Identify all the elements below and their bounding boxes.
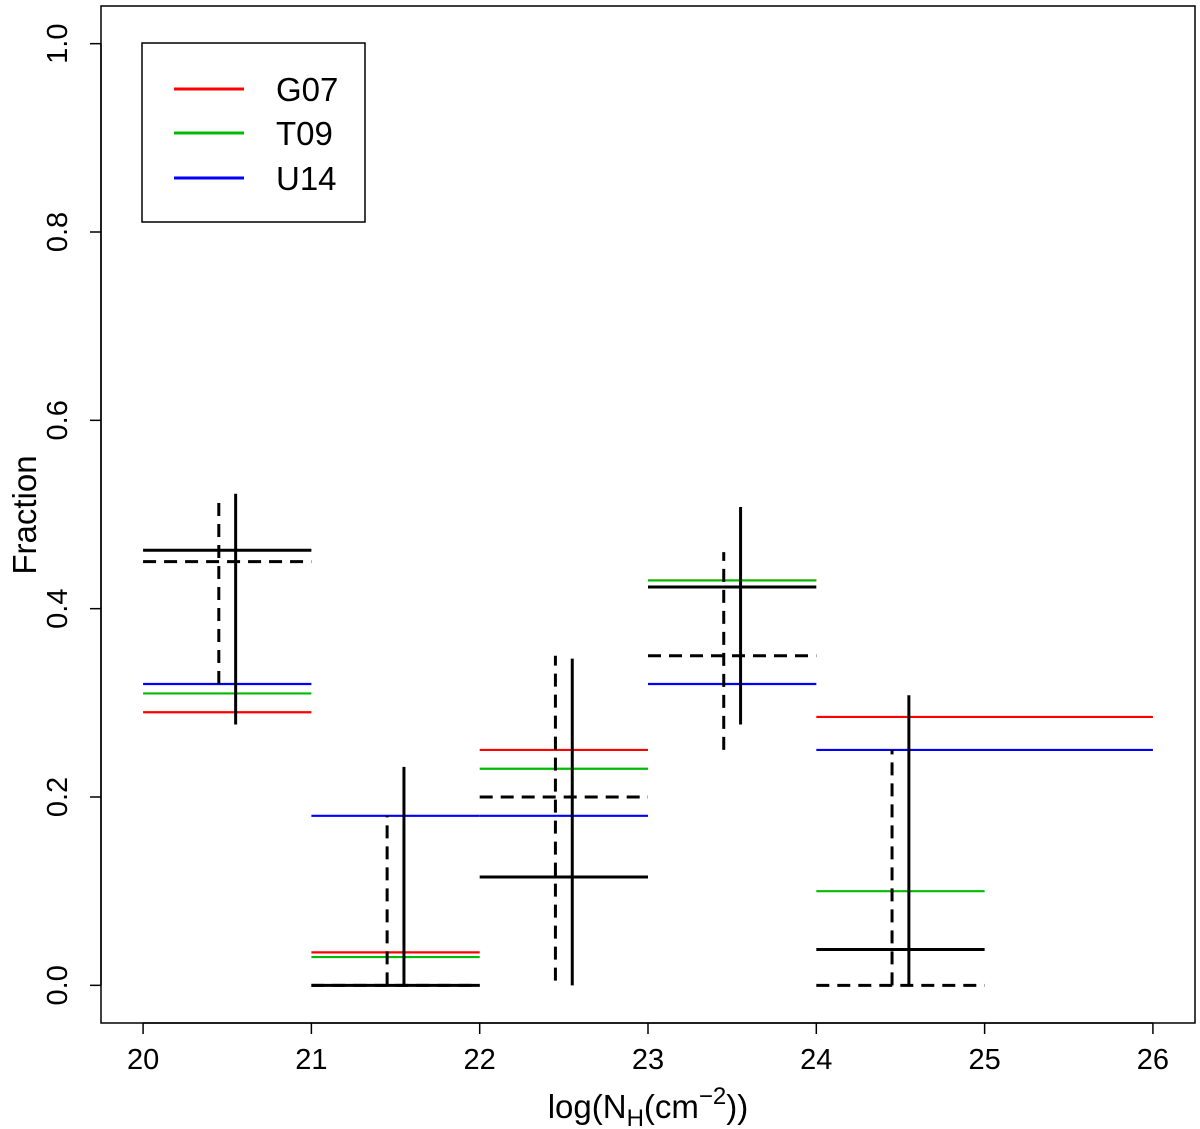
legend: G07 T09 U14 xyxy=(141,42,366,223)
x-tick-label: 24 xyxy=(800,1044,832,1076)
y-axis-title: Fraction xyxy=(6,455,43,574)
x-tick-label: 21 xyxy=(295,1044,327,1076)
y-axis: 0.0 0.2 0.4 0.6 0.8 1.0 xyxy=(42,24,102,1005)
x-tick-label: 26 xyxy=(1137,1044,1169,1076)
legend-label-g07: G07 xyxy=(276,71,338,108)
x-tick-label: 22 xyxy=(464,1044,496,1076)
series-layer xyxy=(143,579,1153,959)
x-axis-title: log(NH(cm−2)) xyxy=(548,1083,749,1129)
legend-label-t09: T09 xyxy=(276,115,333,152)
y-tick-label: 0.8 xyxy=(42,212,74,252)
x-axis: 20 21 22 23 24 25 26 xyxy=(127,1022,1169,1076)
y-tick-label: 0.6 xyxy=(42,400,74,440)
legend-label-u14: U14 xyxy=(276,160,337,197)
x-tick-label: 25 xyxy=(968,1044,1000,1076)
y-tick-label: 0.4 xyxy=(42,589,74,629)
x-tick-label: 20 xyxy=(127,1044,159,1076)
y-tick-label: 0.2 xyxy=(42,777,74,817)
observed-layer xyxy=(143,493,985,987)
x-tick-label: 23 xyxy=(632,1044,664,1076)
y-tick-label: 0.0 xyxy=(42,965,74,1005)
y-tick-label: 1.0 xyxy=(42,24,74,64)
